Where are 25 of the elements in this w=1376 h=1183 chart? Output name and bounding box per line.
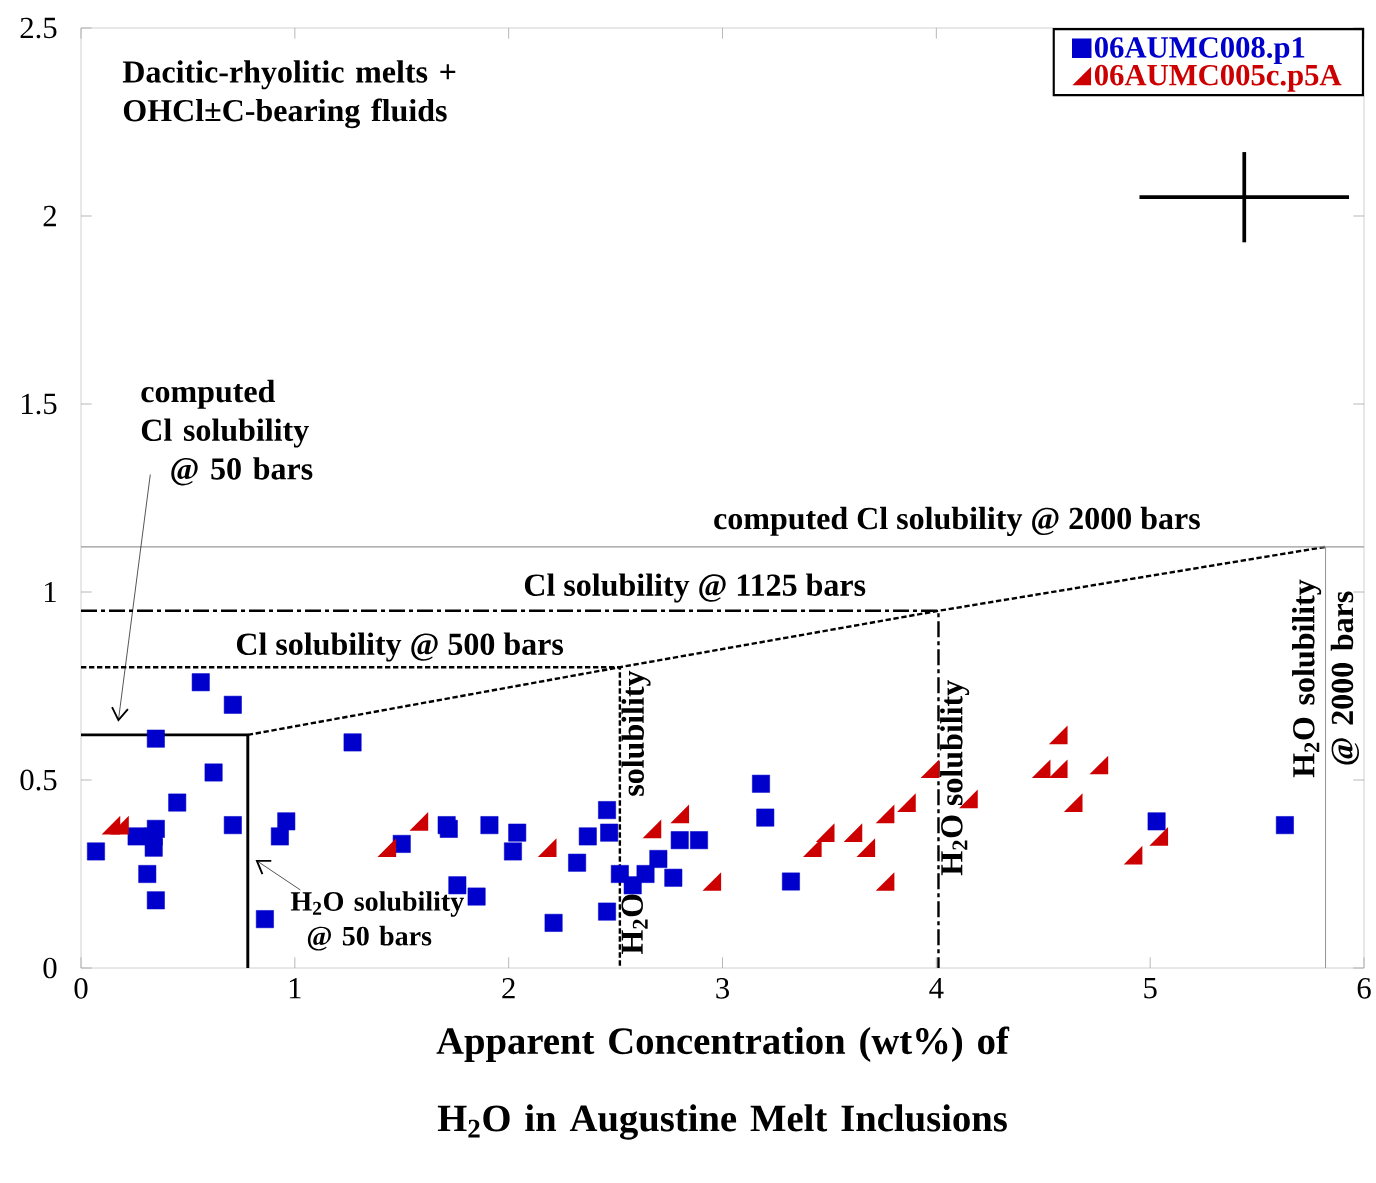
legend-label: 06AUMC005c.p5A xyxy=(1094,64,1342,92)
x-tick-label: 4 xyxy=(929,978,944,999)
x-tick-label: 6 xyxy=(1357,978,1371,999)
y-tick-label: 1.5 xyxy=(21,393,57,415)
annotation: H$_{2}$O solubility @ 50 bars xyxy=(290,891,464,951)
annotation: Cl solubility @ 500 bars xyxy=(236,632,564,662)
x-tick-label: 0 xyxy=(74,978,88,999)
annotation: H$_{2}$O solubility xyxy=(940,680,970,876)
x-tick-label: 3 xyxy=(716,978,729,999)
y-tick-label: 2.5 xyxy=(20,17,57,39)
y-tick-label: 0.5 xyxy=(20,769,57,791)
annotation: Cl solubility @ 1125 bars xyxy=(524,573,866,603)
y-tick-label: 1 xyxy=(44,581,56,603)
ref-line-label: computed Cl solubility @ 2000 bars xyxy=(714,506,1200,536)
annotation: Dacitic-rhyolitic melts + OHCl±C-bearing fluids xyxy=(122,60,456,129)
annotation: solubility xyxy=(621,670,651,796)
x-axis-title: Apparent Concentration (wt%) of H$_{2}$O in Augustine Melt Inclusions xyxy=(436,1026,1010,1140)
x-tick-label: 1 xyxy=(289,978,301,999)
annotation: computed Cl solubility @ 50 bars xyxy=(141,379,313,486)
annotation: H$_{2}$O xyxy=(621,894,648,955)
legend-label: 06AUMC008.p1 xyxy=(1094,37,1305,64)
y-tick-label: 0 xyxy=(43,957,57,979)
x-tick-label: 5 xyxy=(1144,978,1157,999)
x-tick-label: 2 xyxy=(502,978,515,999)
y-tick-label: 2 xyxy=(43,205,56,227)
